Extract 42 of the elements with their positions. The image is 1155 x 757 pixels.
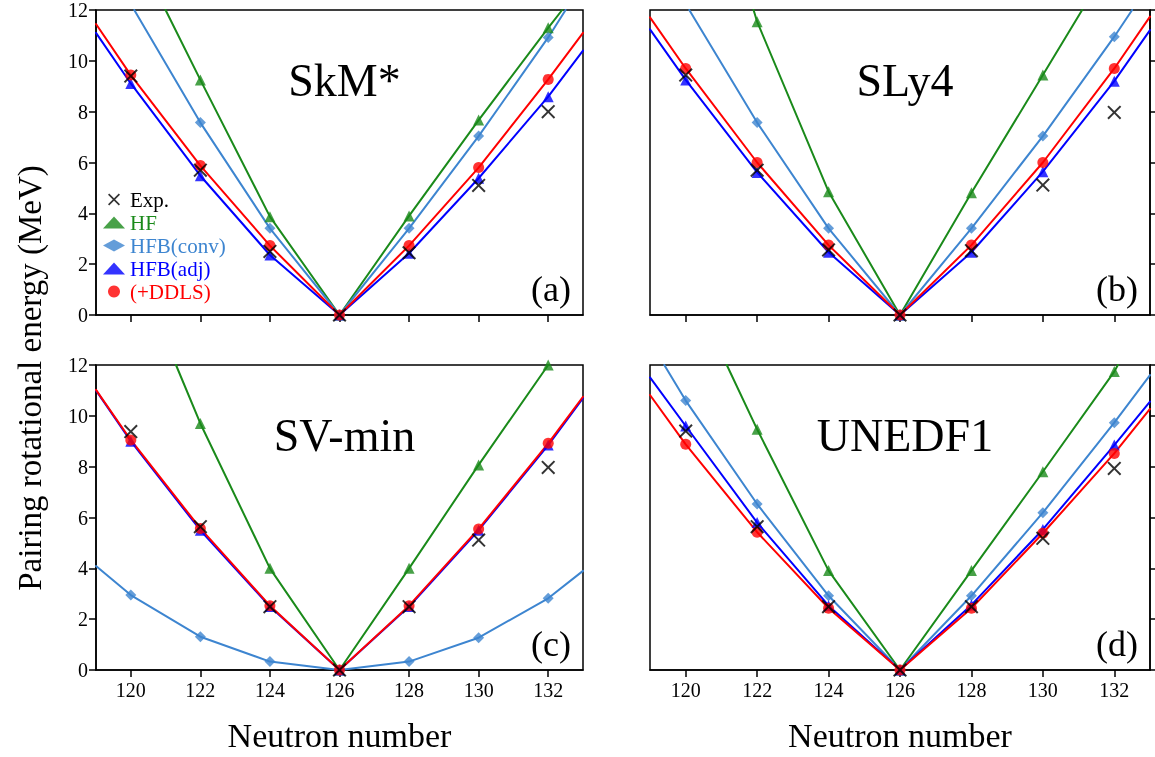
x-tick-label: 124 bbox=[254, 679, 285, 701]
y-tick-label: 4 bbox=[78, 557, 88, 580]
legend-label: HFB(conv) bbox=[130, 233, 226, 258]
y-tick-label: 10 bbox=[68, 49, 88, 72]
y-tick-label: 0 bbox=[78, 304, 88, 326]
x-tick-label: 126 bbox=[324, 679, 355, 701]
x-tick-label: 130 bbox=[1027, 679, 1058, 701]
y-tick-label: 10 bbox=[68, 404, 88, 427]
y-tick-label: 6 bbox=[78, 506, 88, 529]
y-tick-label: 12 bbox=[68, 354, 88, 376]
text: SV-min bbox=[273, 409, 416, 461]
x-tick-label: 120 bbox=[670, 679, 701, 701]
legend-label: HFB(adj) bbox=[130, 256, 211, 281]
y-tick-label: 4 bbox=[78, 202, 88, 225]
x-tick-label: 122 bbox=[185, 679, 216, 701]
x-tick-label: 132 bbox=[1099, 679, 1130, 701]
y-axis-title: Pairing rotational energy (MeV) bbox=[11, 165, 49, 591]
x-tick-label: 132 bbox=[533, 679, 564, 701]
x-tick-label: 128 bbox=[394, 679, 425, 701]
x-tick-label: 120 bbox=[115, 679, 146, 701]
x-tick-label: 126 bbox=[885, 679, 915, 701]
y-tick-label: 2 bbox=[78, 253, 88, 276]
x-axis-title: Neutron number bbox=[788, 716, 1013, 754]
y-tick-label: 8 bbox=[78, 455, 88, 478]
text: UNEDF1 bbox=[816, 409, 994, 461]
annotation: (c) bbox=[531, 624, 572, 664]
y-tick-label: 8 bbox=[78, 100, 88, 123]
x-axis-title: Neutron number bbox=[227, 716, 453, 754]
x-tick-label: 128 bbox=[956, 679, 987, 701]
annotation: (d) bbox=[1096, 624, 1139, 664]
y-tick-label: 6 bbox=[78, 151, 88, 174]
y-tick-label: 12 bbox=[68, 0, 88, 21]
annotation: (a) bbox=[531, 269, 572, 309]
text: SLy4 bbox=[856, 54, 954, 106]
y-tick-label: 2 bbox=[78, 608, 88, 631]
x-tick-label: 122 bbox=[742, 679, 773, 701]
x-tick-label: 130 bbox=[463, 679, 494, 701]
legend-label: Exp. bbox=[130, 187, 170, 212]
annotation: (b) bbox=[1096, 269, 1139, 309]
y-tick-label: 0 bbox=[78, 659, 88, 681]
x-tick-label: 124 bbox=[813, 679, 844, 701]
text: SkM* bbox=[288, 54, 401, 106]
